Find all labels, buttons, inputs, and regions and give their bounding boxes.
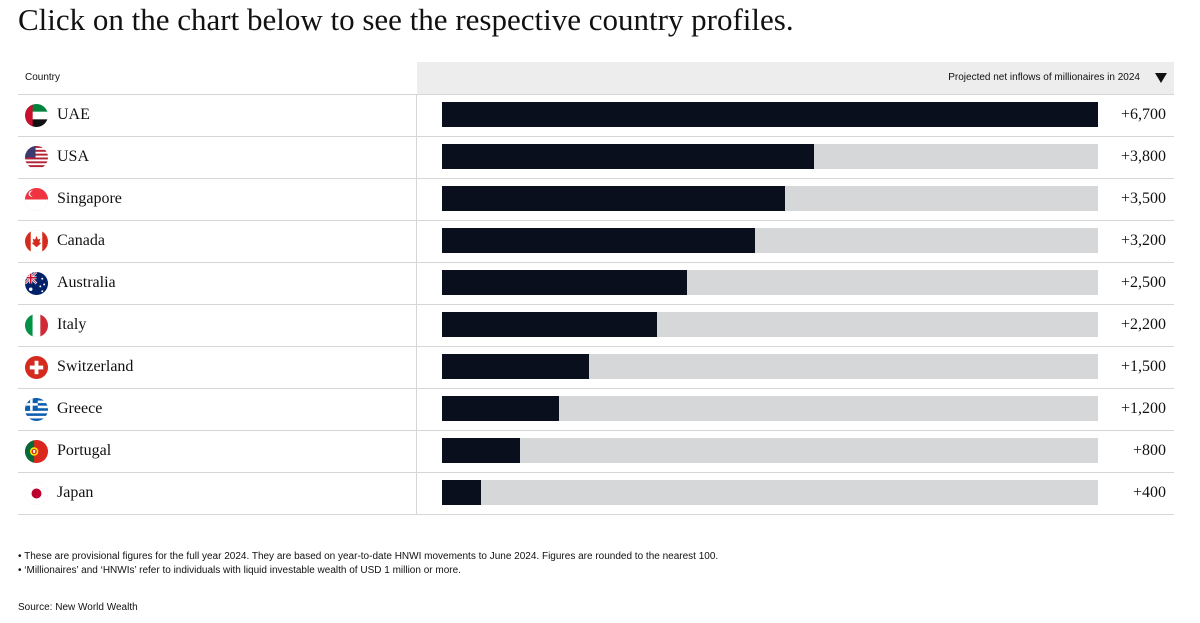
bar-track[interactable] <box>442 102 1098 127</box>
bar-chart: Country Projected net inflows of million… <box>18 62 1174 515</box>
country-name[interactable]: UAE <box>57 106 90 123</box>
country-column-header: Country <box>25 72 61 83</box>
metric-column-header[interactable]: Projected net inflows of millionaires in… <box>417 62 1174 94</box>
value-label: +2,500 <box>1120 274 1166 291</box>
bar-track[interactable] <box>442 438 1098 463</box>
bar-track[interactable] <box>442 480 1098 505</box>
country-name[interactable]: Canada <box>57 232 105 249</box>
value-label: +3,200 <box>1120 232 1166 249</box>
japan-flag-icon <box>25 482 48 505</box>
country-name[interactable]: Greece <box>57 400 103 417</box>
country-name[interactable]: Portugal <box>57 442 112 459</box>
singapore-flag-icon <box>25 188 48 211</box>
australia-flag-icon <box>25 272 48 295</box>
bar-track[interactable] <box>442 270 1098 295</box>
bar-track[interactable] <box>442 396 1098 421</box>
value-label: +1,200 <box>1120 400 1166 417</box>
bar-japan[interactable] <box>442 480 481 505</box>
bar-greece[interactable] <box>442 396 559 421</box>
triangle-down-icon[interactable] <box>1155 73 1167 83</box>
footnote: • These are provisional figures for the … <box>18 551 719 562</box>
page-title: Click on the chart below to see the resp… <box>18 2 794 37</box>
country-row-australia[interactable]: Australia +2,500 <box>18 263 1174 305</box>
value-label: +400 <box>1132 484 1166 501</box>
table-header: Country Projected net inflows of million… <box>18 62 1174 95</box>
country-row-italy[interactable]: Italy +2,200 <box>18 305 1174 347</box>
bar-track[interactable] <box>442 186 1098 211</box>
country-cell[interactable]: Australia <box>18 263 417 304</box>
bar-track[interactable] <box>442 312 1098 337</box>
country-cell[interactable]: Switzerland <box>18 347 417 388</box>
country-name[interactable]: Singapore <box>57 190 122 207</box>
bar-uae[interactable] <box>442 102 1098 127</box>
bar-italy[interactable] <box>442 312 657 337</box>
bar-track[interactable] <box>442 144 1098 169</box>
canada-flag-icon <box>25 230 48 253</box>
usa-flag-icon <box>25 146 48 169</box>
country-row-usa[interactable]: USA +3,800 <box>18 137 1174 179</box>
bar-canada[interactable] <box>442 228 755 253</box>
country-row-uae[interactable]: UAE +6,700 <box>18 95 1174 137</box>
value-label: +3,500 <box>1120 190 1166 207</box>
country-cell[interactable]: Japan <box>18 473 417 514</box>
country-row-greece[interactable]: Greece +1,200 <box>18 389 1174 431</box>
country-cell[interactable]: USA <box>18 137 417 178</box>
country-cell[interactable]: Canada <box>18 221 417 262</box>
value-label: +1,500 <box>1120 358 1166 375</box>
bar-track[interactable] <box>442 354 1098 379</box>
country-cell[interactable]: Greece <box>18 389 417 430</box>
country-row-singapore[interactable]: Singapore +3,500 <box>18 179 1174 221</box>
country-name[interactable]: Switzerland <box>57 358 134 375</box>
bar-track[interactable] <box>442 228 1098 253</box>
country-name[interactable]: USA <box>57 148 90 165</box>
footnote: • ‘Millionaires’ and ‘HNWIs’ refer to in… <box>18 565 461 576</box>
switzerland-flag-icon <box>25 356 48 379</box>
value-label: +800 <box>1132 442 1166 459</box>
country-name[interactable]: Japan <box>57 484 94 501</box>
bar-usa[interactable] <box>442 144 814 169</box>
value-label: +2,200 <box>1120 316 1166 333</box>
portugal-flag-icon <box>25 440 48 463</box>
value-label: +6,700 <box>1120 106 1166 123</box>
source-note: Source: New World Wealth <box>18 602 138 613</box>
chart-rows: UAE +6,700 USA +3,800 Singapore +3,500 Canada +… <box>18 95 1174 515</box>
italy-flag-icon <box>25 314 48 337</box>
country-cell[interactable]: Portugal <box>18 431 417 472</box>
metric-column-label: Projected net inflows of millionaires in… <box>948 72 1140 83</box>
country-row-canada[interactable]: Canada +3,200 <box>18 221 1174 263</box>
country-name[interactable]: Australia <box>57 274 116 291</box>
country-cell[interactable]: UAE <box>18 95 417 136</box>
bar-australia[interactable] <box>442 270 687 295</box>
bar-singapore[interactable] <box>442 186 785 211</box>
country-row-japan[interactable]: Japan +400 <box>18 473 1174 515</box>
country-row-portugal[interactable]: Portugal +800 <box>18 431 1174 473</box>
bar-portugal[interactable] <box>442 438 520 463</box>
footnotes: • These are provisional figures for the … <box>18 550 718 578</box>
greece-flag-icon <box>25 398 48 421</box>
country-row-switzerland[interactable]: Switzerland +1,500 <box>18 347 1174 389</box>
uae-flag-icon <box>25 104 48 127</box>
bar-switzerland[interactable] <box>442 354 589 379</box>
country-cell[interactable]: Singapore <box>18 179 417 220</box>
country-cell[interactable]: Italy <box>18 305 417 346</box>
value-label: +3,800 <box>1120 148 1166 165</box>
country-name[interactable]: Italy <box>57 316 87 333</box>
